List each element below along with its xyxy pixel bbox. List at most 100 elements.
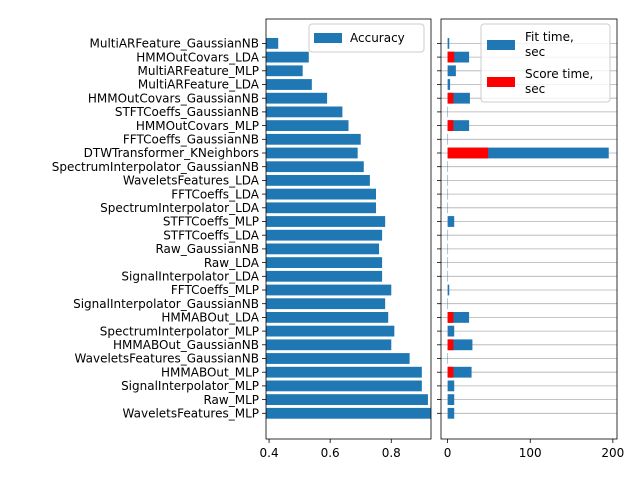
accuracy-bar	[266, 229, 383, 241]
accuracy-bar	[266, 257, 383, 268]
score-time-bar	[447, 339, 454, 351]
x-tick-label: 200	[601, 446, 624, 460]
accuracy-bar	[266, 79, 312, 90]
y-tick-label: WaveletsFeatures_GaussianNB	[75, 352, 259, 366]
y-tick-label: HMMOutCovars_LDA	[136, 50, 260, 64]
accuracy-bar	[266, 284, 392, 296]
legend-box	[308, 23, 425, 53]
legend-swatch	[314, 33, 342, 43]
accuracy-bar	[266, 270, 383, 282]
y-tick-label: MultiARFeature_GaussianNB	[90, 37, 260, 51]
accuracy-bar	[266, 92, 328, 104]
y-tick-label: SignalInterpolator_GaussianNB	[73, 297, 259, 311]
y-tick-label: MultiARFeature_LDA	[138, 78, 260, 92]
y-tick-label: FFTCoeffs_MLP	[171, 283, 259, 297]
fit-time-bar	[447, 51, 470, 63]
fit-time-bar	[447, 380, 455, 392]
x-tick-label: 0.4	[260, 446, 279, 460]
fit-time-bar	[447, 92, 470, 104]
fit-time-bar	[447, 120, 470, 131]
x-tick-label: 0	[444, 446, 452, 460]
plot-frame	[440, 18, 618, 440]
accuracy-bar	[266, 353, 410, 364]
accuracy-bar	[266, 394, 428, 405]
y-tick-label: SignalInterpolator_MLP	[121, 379, 259, 393]
accuracy-chart: MultiARFeature_GaussianNBHMMOutCovars_LD…	[52, 18, 432, 460]
legend-label: sec	[525, 45, 545, 59]
accuracy-bar	[266, 106, 343, 118]
y-tick-label: HMMABOut_MLP	[161, 365, 259, 379]
y-tick-label: STFTCoeffs_GaussianNB	[115, 105, 259, 119]
x-tick-label: 0.6	[321, 446, 340, 460]
fit-time-bar	[447, 216, 455, 227]
legend-label: sec	[525, 82, 545, 96]
score-time-bar	[447, 92, 454, 104]
accuracy-bar	[266, 175, 370, 186]
fit-time-bar	[447, 38, 450, 49]
accuracy-bar	[266, 312, 389, 323]
y-tick-label: WaveletsFeatures_MLP	[123, 407, 259, 421]
fit-time-bar	[447, 65, 456, 77]
score-time-bar	[447, 120, 454, 131]
accuracy-bar	[266, 243, 380, 255]
accuracy-bar	[266, 366, 422, 378]
y-tick-label: Raw_MLP	[203, 393, 259, 407]
accuracy-bar	[266, 147, 358, 159]
y-tick-label: STFTCoeffs_LDA	[163, 228, 260, 242]
fit-time-bar	[447, 366, 472, 378]
accuracy-bar	[266, 133, 361, 145]
accuracy-bar	[266, 216, 386, 227]
fit-time-bar	[447, 394, 455, 405]
y-tick-label: FFTCoeffs_LDA	[171, 187, 260, 201]
y-tick-label: MultiARFeature_MLP	[138, 64, 260, 78]
fit-time-bar	[447, 339, 473, 351]
accuracy-bar	[266, 188, 376, 200]
fit-time-bar	[447, 147, 609, 159]
accuracy-bar	[266, 298, 386, 310]
y-tick-label: SpectrumInterpolator_LDA	[100, 201, 260, 215]
accuracy-bar	[266, 339, 392, 351]
legend-label: Score time,	[525, 67, 593, 81]
legend-label: Accuracy	[350, 31, 405, 45]
y-tick-label: Raw_GaussianNB	[155, 242, 259, 256]
y-tick-label: SignalInterpolator_LDA	[121, 270, 259, 284]
accuracy-bar	[266, 380, 422, 392]
fit-time-bar	[447, 284, 450, 296]
score-time-bar	[447, 51, 455, 63]
score-time-bar	[447, 312, 454, 323]
y-tick-label: DTWTransformer_KNeighbors	[84, 146, 259, 160]
y-tick-label: Raw_LDA	[204, 256, 260, 270]
x-tick-label: 100	[519, 446, 542, 460]
x-tick-label: 0.8	[382, 446, 401, 460]
y-tick-label: HMMOutCovars_MLP	[136, 119, 259, 133]
legend-label: Fit time,	[525, 30, 574, 44]
accuracy-bar	[266, 161, 364, 173]
score-time-bar	[447, 366, 454, 378]
accuracy-bar	[266, 120, 349, 131]
accuracy-bar	[266, 325, 395, 337]
score-time-bar	[447, 147, 489, 159]
y-tick-label: SpectrumInterpolator_GaussianNB	[52, 160, 259, 174]
fit-time-bar	[447, 79, 451, 90]
fit-time-bar	[447, 325, 455, 337]
y-tick-label: HMMABOut_LDA	[161, 311, 259, 325]
accuracy-bar	[266, 51, 309, 63]
legend-swatch	[487, 77, 515, 87]
y-tick-label: HMMABOut_GaussianNB	[113, 338, 259, 352]
accuracy-bar	[266, 65, 303, 77]
accuracy-bar	[266, 38, 279, 49]
y-tick-label: HMMOutCovars_GaussianNB	[88, 91, 259, 105]
y-tick-label: STFTCoeffs_MLP	[163, 215, 259, 229]
fit-time-bar	[447, 312, 470, 323]
y-tick-label: FFTCoeffs_GaussianNB	[123, 133, 259, 147]
fit-time-bar	[447, 407, 455, 419]
legend-swatch	[487, 40, 515, 50]
accuracy-bar	[266, 202, 376, 214]
accuracy-bar	[266, 407, 431, 419]
y-tick-label: WaveletsFeatures_LDA	[123, 174, 260, 188]
plot-frame	[265, 18, 432, 440]
